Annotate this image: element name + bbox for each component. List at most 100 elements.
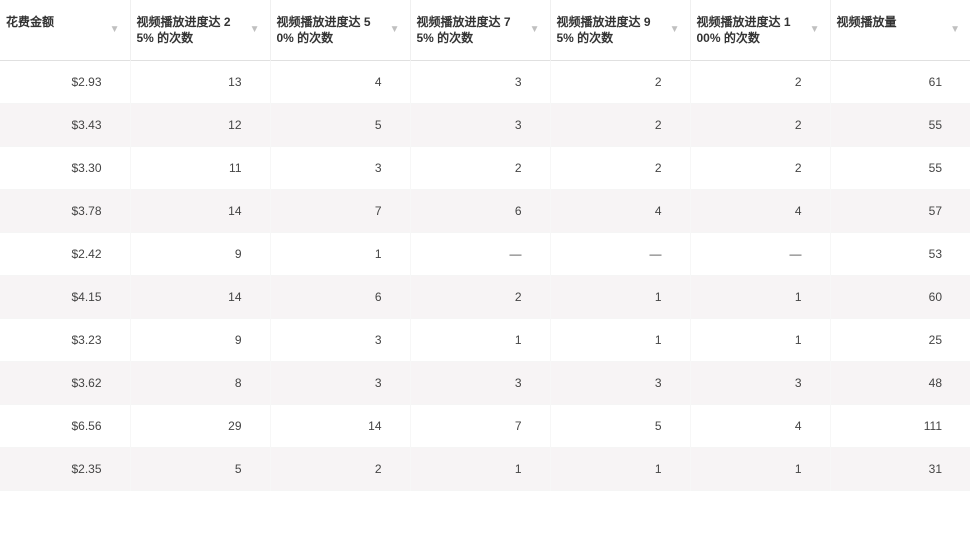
table-cell: 1 [550,319,690,362]
table-row: $3.7814764457 [0,190,970,233]
table-cell: 1 [690,276,830,319]
table-cell: 7 [270,190,410,233]
table-cell: 2 [410,276,550,319]
table-cell: 2 [550,61,690,104]
table-cell: $3.23 [0,319,130,362]
table-cell: 4 [550,190,690,233]
table-cell: 3 [270,147,410,190]
table-cell: 6 [410,190,550,233]
table-body: $2.9313432261$3.4312532255$3.3011322255$… [0,61,970,491]
table-cell: 11 [130,147,270,190]
table-cell: 1 [690,448,830,491]
table-cell: 25 [830,319,970,362]
table-cell: $3.30 [0,147,130,190]
table-cell: $3.43 [0,104,130,147]
sort-icon[interactable]: ▼ [670,25,680,35]
table-cell: 1 [410,448,550,491]
table-row: $2.355211131 [0,448,970,491]
table-cell: 3 [410,61,550,104]
table-cell: — [410,233,550,276]
table-cell: 14 [130,190,270,233]
table-cell: 1 [550,276,690,319]
sort-icon[interactable]: ▼ [250,25,260,35]
sort-icon[interactable]: ▼ [530,25,540,35]
table-cell: 2 [690,104,830,147]
table-cell: 3 [410,362,550,405]
table-row: $2.4291———53 [0,233,970,276]
table-row: $3.628333348 [0,362,970,405]
table-cell: 1 [410,319,550,362]
table-cell: 3 [550,362,690,405]
column-header-label: 视频播放进度达 100% 的次数 [697,14,797,46]
table-cell: 3 [270,362,410,405]
table-cell: 60 [830,276,970,319]
table-row: $3.239311125 [0,319,970,362]
sort-icon[interactable]: ▼ [810,25,820,35]
column-header-label: 视频播放进度达 75% 的次数 [417,14,517,46]
table-cell: 2 [690,147,830,190]
table-row: $2.9313432261 [0,61,970,104]
table-cell: 2 [550,147,690,190]
column-header-label: 视频播放进度达 50% 的次数 [277,14,377,46]
table-cell: $3.62 [0,362,130,405]
table-cell: $4.15 [0,276,130,319]
table-cell: 7 [410,405,550,448]
column-header[interactable]: 视频播放量 ▼ [830,0,970,61]
table-cell: 8 [130,362,270,405]
table-cell: 4 [270,61,410,104]
table-cell: 12 [130,104,270,147]
table-cell: 55 [830,104,970,147]
table-cell: 5 [270,104,410,147]
column-header-label: 视频播放进度达 95% 的次数 [557,14,657,46]
table-cell: 2 [410,147,550,190]
table-cell: 1 [690,319,830,362]
table-cell: 14 [130,276,270,319]
table-row: $3.3011322255 [0,147,970,190]
table-cell: 4 [690,190,830,233]
metrics-table: 花费金额▼视频播放进度达 25% 的次数▼视频播放进度达 50% 的次数▼视频播… [0,0,970,491]
column-header[interactable]: 花费金额 ▼ [0,0,130,61]
sort-icon[interactable]: ▼ [950,25,960,35]
table-cell: 9 [130,319,270,362]
table-cell: 3 [690,362,830,405]
table-cell: 57 [830,190,970,233]
table-cell: 14 [270,405,410,448]
table-header-row: 花费金额▼视频播放进度达 25% 的次数▼视频播放进度达 50% 的次数▼视频播… [0,0,970,61]
table-cell: $3.78 [0,190,130,233]
table-cell: $6.56 [0,405,130,448]
table-cell: 2 [690,61,830,104]
table-cell: 5 [550,405,690,448]
column-header-label: 视频播放量 [837,14,897,30]
table-cell: — [550,233,690,276]
table-cell: $2.35 [0,448,130,491]
table-row: $3.4312532255 [0,104,970,147]
table-cell: 3 [270,319,410,362]
table-cell: 2 [270,448,410,491]
column-header[interactable]: 视频播放进度达 95% 的次数 ▼ [550,0,690,61]
table-cell: 1 [270,233,410,276]
table-cell: 2 [550,104,690,147]
table-cell: 61 [830,61,970,104]
sort-icon[interactable]: ▼ [390,25,400,35]
table-cell: 1 [550,448,690,491]
table-cell: 111 [830,405,970,448]
table-cell: 3 [410,104,550,147]
table-cell: 5 [130,448,270,491]
table-cell: 31 [830,448,970,491]
table-cell: 4 [690,405,830,448]
column-header[interactable]: 视频播放进度达 25% 的次数▼ [130,0,270,61]
table-row: $4.1514621160 [0,276,970,319]
column-header[interactable]: 视频播放进度达 100% 的次数 ▼ [690,0,830,61]
table-cell: — [690,233,830,276]
table-cell: 55 [830,147,970,190]
column-header-label: 花费金额 [6,14,54,30]
sort-icon[interactable]: ▼ [110,25,120,35]
table-row: $6.562914754111 [0,405,970,448]
table-cell: 53 [830,233,970,276]
column-header[interactable]: 视频播放进度达 50% 的次数 ▼ [270,0,410,61]
table-cell: 13 [130,61,270,104]
table-cell: 48 [830,362,970,405]
table-cell: $2.42 [0,233,130,276]
column-header[interactable]: 视频播放进度达 75% 的次数 ▼ [410,0,550,61]
table-cell: 9 [130,233,270,276]
